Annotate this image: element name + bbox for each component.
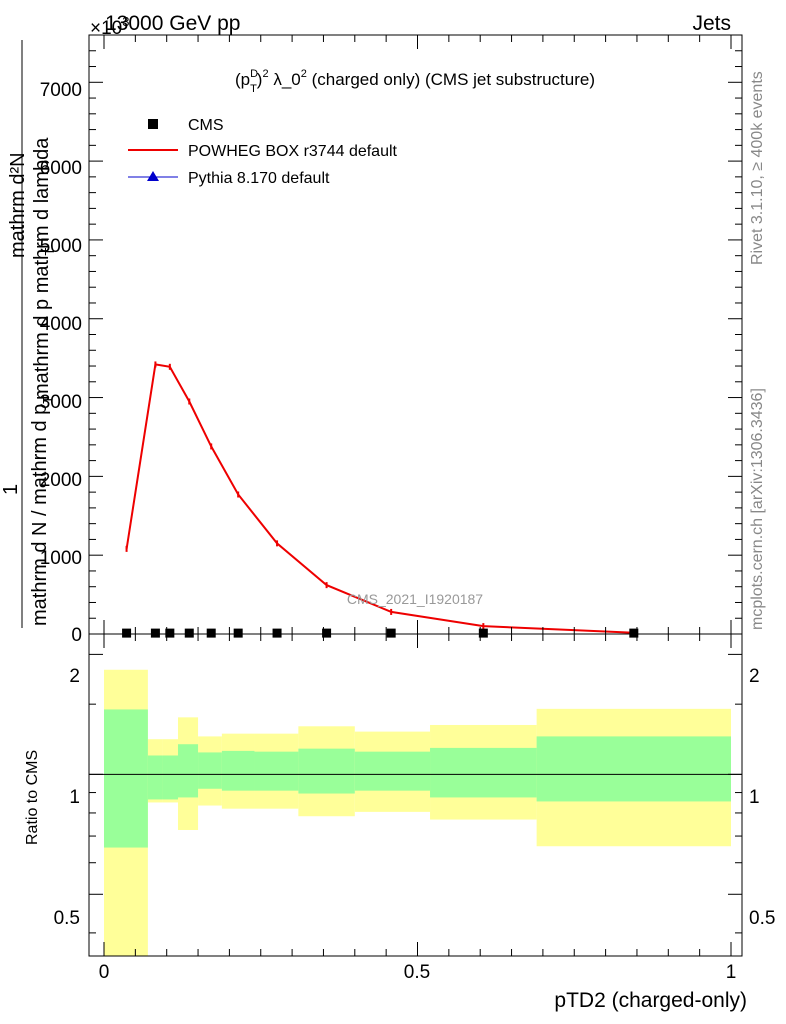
y-exponent-power: 3 — [122, 14, 129, 29]
ratio-inner-band — [254, 751, 299, 791]
cms-point — [233, 628, 243, 638]
energy-label: 13000 GeV pp — [105, 12, 240, 35]
ratio-inner-band — [298, 748, 355, 794]
cms-point — [165, 628, 175, 638]
legend: CMS POWHEG BOX r3744 default Pythia 8.17… — [128, 117, 398, 187]
cms-point — [322, 628, 332, 638]
ratio-frame — [88, 633, 743, 957]
title-p: (p — [235, 70, 250, 89]
y-label-left-den-main: mathrm d N / mathrm d p — [29, 404, 51, 626]
cms-point — [122, 628, 132, 638]
x-axis-label: pTD2 (charged-only) — [554, 989, 747, 1012]
legend-label-powheg: POWHEG BOX r3744 default — [188, 143, 398, 160]
ratio-inner-band — [104, 709, 148, 848]
legend-marker-cms — [148, 119, 158, 129]
ratio-ytick-label-left-1: 1 — [69, 787, 80, 808]
ratio-ytick-labels: 0.5 1 2 0.5 1 2 — [54, 666, 776, 929]
y-label-left-den: mathrm d N / mathrm d pT — [29, 396, 55, 626]
ratio-ytick-label-right-0.5: 0.5 — [749, 908, 775, 929]
title-lambda: λ_0 — [269, 70, 301, 89]
title-t: T — [250, 83, 257, 95]
title-d: D — [250, 68, 258, 80]
y-label-left-den-sub: T — [40, 396, 55, 404]
ratio-ytick-label-right-1: 1 — [749, 787, 760, 808]
cms-point — [272, 628, 282, 638]
ratio-plot-content — [89, 669, 742, 956]
main-ytick-label-0: 0 — [71, 625, 82, 646]
main-panel: (pD T)2 λ_02 (charged only) (CMS jet subs… — [0, 34, 743, 646]
process-label: Jets — [692, 12, 731, 35]
y-label-right-den: mathrm d p mathrm d lambdaT — [31, 137, 57, 400]
ratio-inner-band — [354, 751, 431, 791]
main-ytick-label-1000: 1000 — [40, 548, 82, 569]
ratio-ytick-label-right-2: 2 — [749, 666, 760, 687]
main-y-axis-label: 1 mathrm d N / mathrm d pT mathrm d²N ma… — [0, 40, 57, 628]
ratio-inner-band — [221, 750, 255, 791]
watermark: CMS_2021_I1920187 — [347, 591, 483, 607]
y-label-right-den-sub: T — [42, 248, 57, 256]
mcplots-label: mcplots.cern.ch [arXiv:1306.3436] — [749, 388, 766, 630]
cms-point — [386, 628, 396, 638]
cms-point — [478, 628, 488, 638]
main-ytick-label-4000: 4000 — [40, 314, 82, 335]
cms-point — [629, 628, 639, 638]
cms-point — [206, 628, 216, 638]
title-sq: 2 — [262, 68, 268, 80]
ratio-inner-band — [536, 736, 731, 802]
ratio-y-axis-label: Ratio to CMS — [24, 750, 41, 845]
ratio-ticks — [89, 634, 742, 956]
main-ticks — [89, 34, 742, 635]
main-ytick-label-6000: 6000 — [40, 158, 82, 179]
xtick-labels: 0 0.5 1 — [99, 962, 737, 983]
xtick-label-0.5: 0.5 — [404, 962, 430, 983]
y-exponent-base: ×10 — [90, 18, 122, 39]
ratio-inner-band — [198, 752, 222, 789]
main-ytick-labels: 0 1000 2000 3000 4000 5000 6000 7000 — [40, 80, 82, 646]
rivet-label: Rivet 3.1.10, ≥ 400k events — [749, 71, 766, 265]
ratio-ytick-label-left-2: 2 — [69, 666, 80, 687]
ratio-ytick-label-left-0.5: 0.5 — [54, 908, 80, 929]
xtick-label-1: 1 — [726, 962, 737, 983]
ratio-panel: Ratio to CMS 0.5 1 2 0.5 1 2 0 0.5 1 pTD… — [24, 633, 776, 1012]
main-ytick-label-5000: 5000 — [40, 236, 82, 257]
main-ytick-label-7000: 7000 — [40, 80, 82, 101]
title-close: ) — [257, 70, 263, 89]
ratio-inner-band — [430, 747, 537, 798]
ratio-inner-band — [147, 755, 163, 800]
ratio-inner-band — [177, 744, 199, 798]
main-ytick-label-2000: 2000 — [40, 470, 82, 491]
legend-label-pythia: Pythia 8.170 default — [188, 170, 330, 187]
y-label-right-num: mathrm d²N — [7, 152, 29, 258]
main-ytick-label-3000: 3000 — [40, 392, 82, 413]
title-sq2: 2 — [301, 68, 307, 80]
xtick-label-0: 0 — [99, 962, 110, 983]
ratio-inner-band — [162, 755, 178, 800]
y-label-right-den-main: mathrm d p mathrm d lambda — [31, 137, 53, 400]
cms-point — [184, 628, 194, 638]
cms-point — [150, 628, 160, 638]
y-exponent-label: ×103 — [90, 14, 129, 39]
legend-marker-pythia — [147, 171, 159, 181]
title-rest: (charged only) (CMS jet substructure) — [307, 70, 595, 89]
main-frame — [88, 34, 743, 635]
main-plot-content — [122, 361, 639, 638]
y-label-left-num: 1 — [0, 484, 22, 495]
main-title: (pD T)2 λ_02 (charged only) (CMS jet subs… — [235, 68, 595, 95]
legend-label-cms: CMS — [188, 117, 224, 134]
